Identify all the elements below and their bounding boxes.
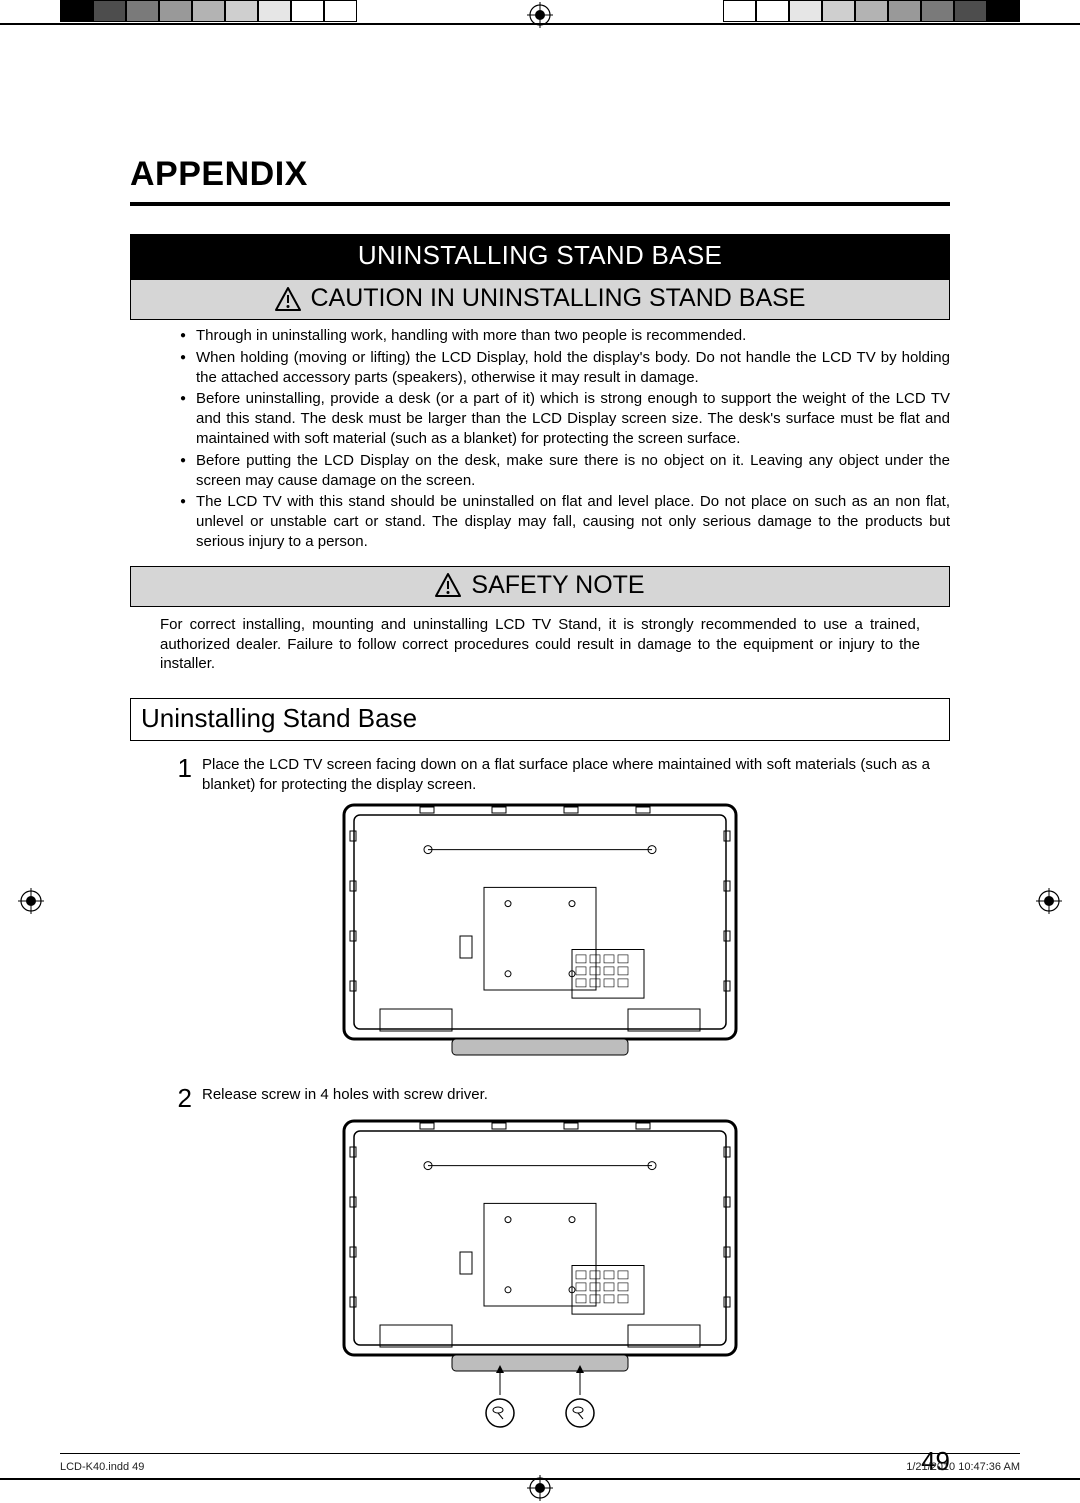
footer-file: LCD-K40.indd 49 [60, 1461, 144, 1473]
tv-back-diagram [340, 801, 740, 1071]
boxed-heading: Uninstalling Stand Base [130, 698, 950, 741]
color-boxes-top-right [723, 0, 1020, 22]
safety-note-text: For correct installing, mounting and uni… [160, 615, 920, 674]
footer-rule [60, 1453, 1020, 1454]
banner-safety-text: SAFETY NOTE [471, 571, 644, 600]
section-title: APPENDIX [130, 155, 950, 194]
registration-strip-top [0, 0, 1080, 30]
color-boxes-top-left [60, 0, 357, 22]
banner-uninstalling: UNINSTALLING STAND BASE [130, 234, 950, 279]
caution-bullet: When holding (moving or lifting) the LCD… [180, 348, 950, 388]
step-number: 1 [170, 755, 192, 795]
warning-triangle-icon [275, 286, 301, 312]
step-1: 1 Place the LCD TV screen facing down on… [170, 755, 930, 795]
registration-mark-icon [527, 2, 553, 28]
step-number: 2 [170, 1085, 192, 1111]
step-text: Release screw in 4 holes with screw driv… [202, 1085, 930, 1111]
caution-bullet: Through in uninstalling work, handling w… [180, 326, 950, 346]
page: APPENDIX UNINSTALLING STAND BASE CAUTION… [0, 0, 1080, 1503]
banner-caution-text: CAUTION IN UNINSTALLING STAND BASE [311, 284, 806, 313]
footer-timestamp: 1/21/2010 10:47:36 AM [906, 1461, 1020, 1473]
warning-triangle-icon [435, 572, 461, 598]
registration-mark-icon [18, 888, 44, 914]
caution-bullet: The LCD TV with this stand should be uni… [180, 492, 950, 551]
banner-safety: SAFETY NOTE [130, 566, 950, 607]
caution-bullet: Before uninstalling, provide a desk (or … [180, 389, 950, 448]
registration-strip-bottom [0, 1473, 1080, 1503]
content-area: APPENDIX UNINSTALLING STAND BASE CAUTION… [130, 155, 950, 1437]
caution-bullet: Before putting the LCD Display on the de… [180, 451, 950, 491]
registration-mark-icon [527, 1475, 553, 1501]
registration-mark-icon [1036, 888, 1062, 914]
tv-back-diagram-with-screws [340, 1117, 740, 1437]
caution-bullet-list: Through in uninstalling work, handling w… [180, 326, 950, 552]
section-rule [130, 202, 950, 206]
step-text: Place the LCD TV screen facing down on a… [202, 755, 930, 795]
banner-caution: CAUTION IN UNINSTALLING STAND BASE [130, 279, 950, 320]
print-footer: LCD-K40.indd 49 1/21/2010 10:47:36 AM [60, 1453, 1020, 1473]
step-2: 2 Release screw in 4 holes with screw dr… [170, 1085, 930, 1111]
